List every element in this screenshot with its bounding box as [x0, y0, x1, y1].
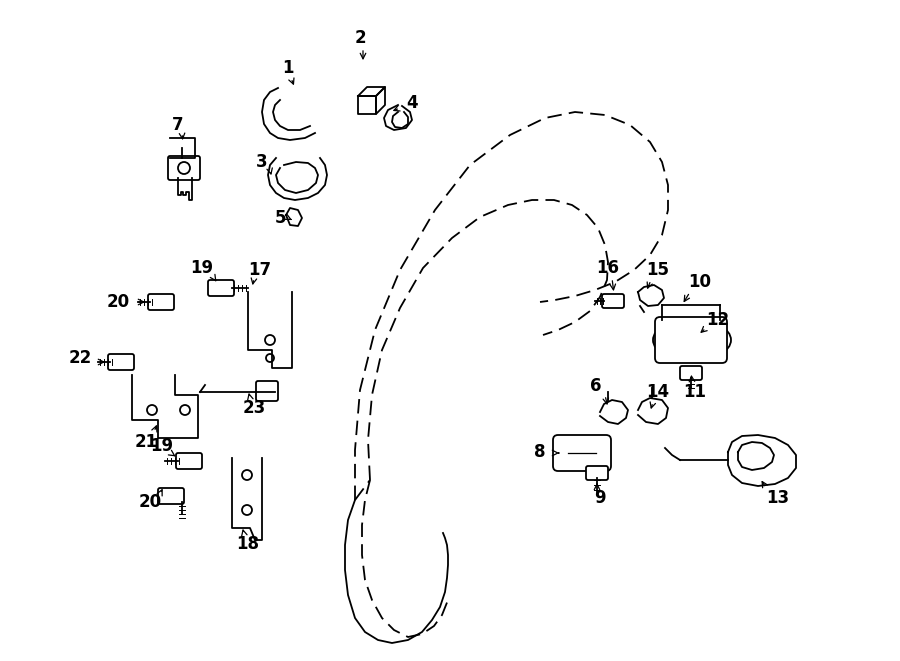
- Text: 23: 23: [242, 399, 266, 417]
- Text: 6: 6: [590, 377, 602, 395]
- FancyBboxPatch shape: [158, 488, 184, 504]
- FancyBboxPatch shape: [553, 435, 611, 471]
- Text: 3: 3: [256, 153, 268, 171]
- Text: 18: 18: [237, 535, 259, 553]
- FancyBboxPatch shape: [256, 381, 278, 401]
- Text: 9: 9: [594, 489, 606, 507]
- Text: 11: 11: [683, 383, 706, 401]
- Text: 17: 17: [248, 261, 272, 279]
- Text: 22: 22: [68, 349, 92, 367]
- Text: 13: 13: [767, 489, 789, 507]
- Text: 19: 19: [150, 437, 174, 455]
- FancyBboxPatch shape: [655, 317, 727, 363]
- Text: 16: 16: [597, 259, 619, 277]
- FancyBboxPatch shape: [602, 294, 624, 308]
- FancyBboxPatch shape: [108, 354, 134, 370]
- FancyBboxPatch shape: [168, 156, 200, 180]
- Text: 20: 20: [139, 493, 162, 511]
- FancyBboxPatch shape: [586, 466, 608, 480]
- Text: 19: 19: [191, 259, 213, 277]
- Text: 8: 8: [535, 443, 545, 461]
- Text: 14: 14: [646, 383, 670, 401]
- Text: 10: 10: [688, 273, 712, 291]
- Ellipse shape: [653, 319, 731, 361]
- FancyBboxPatch shape: [208, 280, 234, 296]
- Text: 2: 2: [355, 29, 365, 47]
- Text: 5: 5: [274, 209, 286, 227]
- FancyBboxPatch shape: [148, 294, 174, 310]
- Text: 20: 20: [106, 293, 130, 311]
- Text: 21: 21: [134, 433, 158, 451]
- FancyBboxPatch shape: [680, 366, 702, 380]
- Text: 15: 15: [646, 261, 670, 279]
- Text: 7: 7: [172, 116, 184, 134]
- Text: 4: 4: [406, 94, 418, 112]
- Text: 1: 1: [283, 59, 293, 77]
- FancyBboxPatch shape: [176, 453, 202, 469]
- Text: 12: 12: [706, 311, 730, 329]
